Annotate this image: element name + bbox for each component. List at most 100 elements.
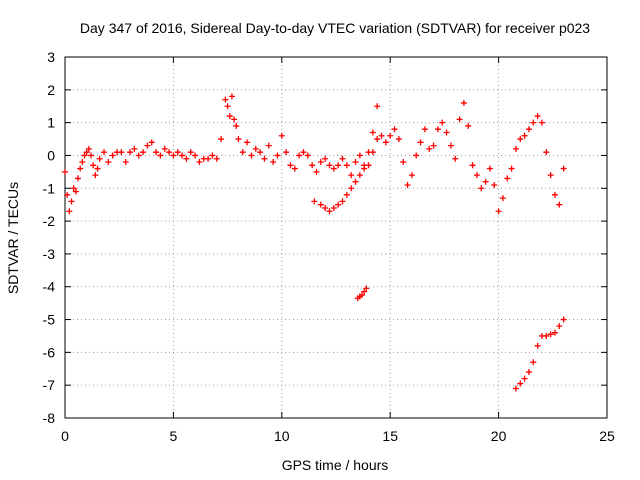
data-point	[443, 129, 450, 136]
data-point	[233, 122, 240, 129]
data-point	[309, 162, 316, 169]
data-point	[521, 132, 528, 139]
data-point	[205, 155, 212, 162]
data-point	[140, 149, 147, 156]
data-point	[322, 204, 329, 211]
data-point	[547, 331, 554, 338]
data-point	[209, 152, 216, 159]
data-point	[261, 155, 268, 162]
data-point	[270, 159, 277, 166]
data-point	[300, 149, 307, 156]
data-point	[265, 142, 272, 149]
data-point	[248, 152, 255, 159]
y-tick-label: -5	[43, 312, 56, 328]
data-point	[148, 139, 155, 146]
data-point	[105, 159, 112, 166]
data-point	[538, 119, 545, 126]
data-point	[525, 126, 532, 133]
data-point	[330, 204, 337, 211]
data-point	[521, 375, 528, 382]
data-point	[335, 162, 342, 169]
data-point	[231, 116, 238, 123]
data-point	[127, 149, 134, 156]
data-point	[369, 129, 376, 136]
data-point	[218, 136, 225, 143]
data-point	[81, 152, 88, 159]
data-point	[94, 165, 101, 172]
x-axis: 0 5 10 15 20 25	[61, 57, 615, 444]
data-point	[404, 181, 411, 188]
data-point	[495, 208, 502, 215]
data-point	[491, 181, 498, 188]
data-point	[92, 172, 99, 179]
data-point	[187, 149, 194, 156]
data-point	[439, 119, 446, 126]
y-tick-label: -8	[43, 410, 56, 426]
data-point	[469, 162, 476, 169]
data-point	[525, 369, 532, 376]
data-point	[499, 195, 506, 202]
data-point	[547, 172, 554, 179]
data-point	[556, 201, 563, 208]
x-tick-label: 5	[170, 428, 178, 444]
data-point	[72, 188, 79, 195]
data-point	[144, 142, 151, 149]
data-point	[174, 149, 181, 156]
data-point	[166, 149, 173, 156]
data-point	[192, 152, 199, 159]
data-point	[135, 152, 142, 159]
data-point	[560, 165, 567, 172]
data-point	[348, 172, 355, 179]
data-point	[417, 139, 424, 146]
data-point	[465, 122, 472, 129]
data-point	[326, 162, 333, 169]
x-tick-label: 20	[491, 428, 507, 444]
data-point	[109, 152, 116, 159]
data-point	[460, 99, 467, 106]
data-point	[252, 145, 259, 152]
data-point	[517, 136, 524, 143]
data-point	[88, 152, 95, 159]
data-point	[387, 132, 394, 139]
data-point	[343, 162, 350, 169]
data-point	[235, 136, 242, 143]
data-point	[473, 172, 480, 179]
grid	[65, 57, 607, 418]
data-point	[226, 113, 233, 120]
data-point	[170, 152, 177, 159]
y-tick-label: -4	[43, 279, 56, 295]
data-point	[356, 172, 363, 179]
data-point	[363, 285, 370, 292]
data-point	[228, 93, 235, 100]
data-point	[161, 145, 168, 152]
data-point	[434, 126, 441, 133]
data-point	[361, 165, 368, 172]
data-point	[118, 149, 125, 156]
y-tick-label: 2	[47, 82, 55, 98]
data-point	[183, 155, 190, 162]
data-point	[101, 149, 108, 156]
data-point	[508, 165, 515, 172]
data-point	[339, 198, 346, 205]
data-point	[382, 139, 389, 146]
data-point	[530, 119, 537, 126]
y-tick-label: -1	[43, 180, 56, 196]
data-point	[278, 132, 285, 139]
data-point	[330, 165, 337, 172]
data-point	[421, 126, 428, 133]
data-point	[96, 155, 103, 162]
data-point	[68, 198, 75, 205]
data-point	[179, 152, 186, 159]
data-point	[222, 96, 229, 103]
data-point	[274, 152, 281, 159]
data-point	[343, 191, 350, 198]
data-point	[359, 291, 366, 298]
data-point	[543, 332, 550, 339]
data-point	[482, 178, 489, 185]
data-point	[374, 136, 381, 143]
data-point	[478, 185, 485, 192]
data-point	[311, 198, 318, 205]
data-point	[456, 116, 463, 123]
data-point	[153, 149, 160, 156]
